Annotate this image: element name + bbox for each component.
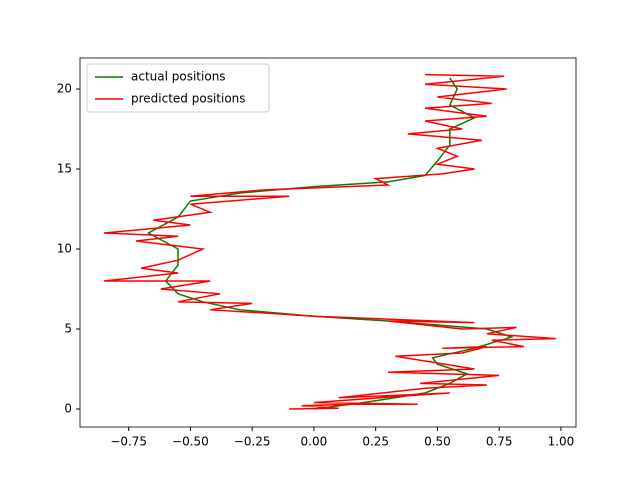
y-tick-label: 0	[64, 402, 72, 416]
y-tick-label: 20	[57, 82, 72, 96]
x-tick-label: 0.00	[301, 435, 328, 449]
x-tick-label: −0.25	[234, 435, 271, 449]
y-tick-label: 15	[57, 162, 72, 176]
x-tick-label: 0.50	[424, 435, 451, 449]
line	[103, 73, 557, 410]
x-tick-label: −0.50	[172, 435, 209, 449]
y-tick-label: 10	[57, 242, 72, 256]
y-tick-label: 5	[64, 322, 72, 336]
legend-label: predicted positions	[131, 92, 246, 106]
legend: actual positions predicted positions	[86, 63, 270, 113]
x-tick-label: 0.25	[362, 435, 389, 449]
legend-label: actual positions	[131, 70, 226, 84]
plot-frame	[79, 57, 577, 428]
legend-box	[86, 63, 270, 113]
x-tick-label: 1.00	[548, 435, 575, 449]
x-tick-label: 0.75	[486, 435, 513, 449]
x-tick-label: −0.75	[110, 435, 147, 449]
